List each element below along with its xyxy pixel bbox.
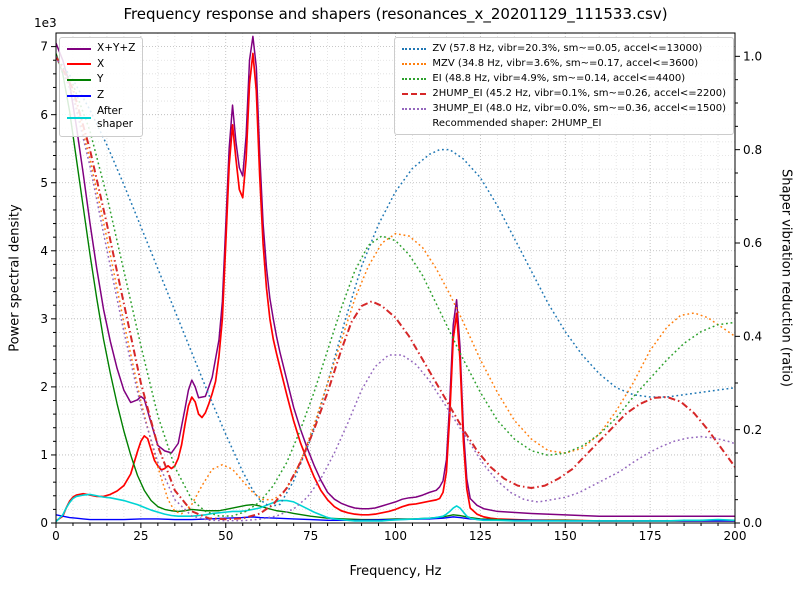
legend-line-sample bbox=[402, 47, 427, 50]
legend-item: Z bbox=[67, 89, 135, 103]
legend-item: 3HUMP_EI (48.0 Hz, vibr=0.0%, sm~=0.36, … bbox=[402, 102, 726, 115]
legend-line-sample bbox=[67, 47, 91, 50]
legend-recommendation: Recommended shaper: 2HUMP_EI bbox=[402, 117, 726, 130]
legend-line-sample bbox=[402, 92, 427, 95]
legend-label: 2HUMP_EI (45.2 Hz, vibr=0.1%, sm~=0.26, … bbox=[432, 88, 726, 99]
legend-item: 2HUMP_EI (45.2 Hz, vibr=0.1%, sm~=0.26, … bbox=[402, 87, 726, 100]
legend-label: X+Y+Z bbox=[97, 42, 136, 54]
legend-note: Recommended shaper: 2HUMP_EI bbox=[432, 118, 602, 129]
legend-item: EI (48.8 Hz, vibr=4.9%, sm~=0.14, accel<… bbox=[402, 72, 726, 85]
legend-line-sample bbox=[67, 117, 91, 120]
legend-label: ZV (57.8 Hz, vibr=20.3%, sm~=0.05, accel… bbox=[432, 43, 703, 54]
legend-label: MZV (34.8 Hz, vibr=3.6%, sm~=0.17, accel… bbox=[432, 58, 699, 69]
legend-line-sample bbox=[402, 77, 427, 80]
legend-item: After shaper bbox=[67, 105, 135, 132]
y-axis-offset-label: 1e3 bbox=[34, 16, 57, 30]
x-axis-label: Frequency, Hz bbox=[349, 564, 442, 579]
legend-line-sample bbox=[67, 63, 91, 66]
legend-item: X+Y+Z bbox=[67, 42, 135, 56]
legend-item: X bbox=[67, 58, 135, 72]
legend-line-sample bbox=[402, 107, 427, 110]
chart-title: Frequency response and shapers (resonanc… bbox=[123, 5, 668, 23]
legend-label: EI (48.8 Hz, vibr=4.9%, sm~=0.14, accel<… bbox=[432, 73, 686, 84]
y-axis-label-right: Shaper vibration reduction (ratio) bbox=[778, 169, 794, 387]
legend-label: After shaper bbox=[97, 104, 134, 131]
legend-item: MZV (34.8 Hz, vibr=3.6%, sm~=0.17, accel… bbox=[402, 57, 726, 70]
legend-shapers: ZV (57.8 Hz, vibr=20.3%, sm~=0.05, accel… bbox=[394, 37, 734, 135]
legend-psd: X+Y+Z X Y Z After shaper bbox=[59, 37, 144, 137]
legend-label: Y bbox=[97, 73, 104, 86]
legend-line-sample bbox=[402, 62, 427, 65]
y-axis-label-left: Power spectral density bbox=[7, 204, 23, 352]
legend-label: Z bbox=[97, 88, 105, 101]
legend-item: ZV (57.8 Hz, vibr=20.3%, sm~=0.05, accel… bbox=[402, 42, 726, 55]
legend-label: 3HUMP_EI (48.0 Hz, vibr=0.0%, sm~=0.36, … bbox=[432, 103, 726, 114]
legend-label: X bbox=[97, 57, 105, 70]
legend-item: Y bbox=[67, 73, 135, 87]
legend-line-sample bbox=[67, 94, 91, 97]
legend-line-sample bbox=[67, 79, 91, 82]
